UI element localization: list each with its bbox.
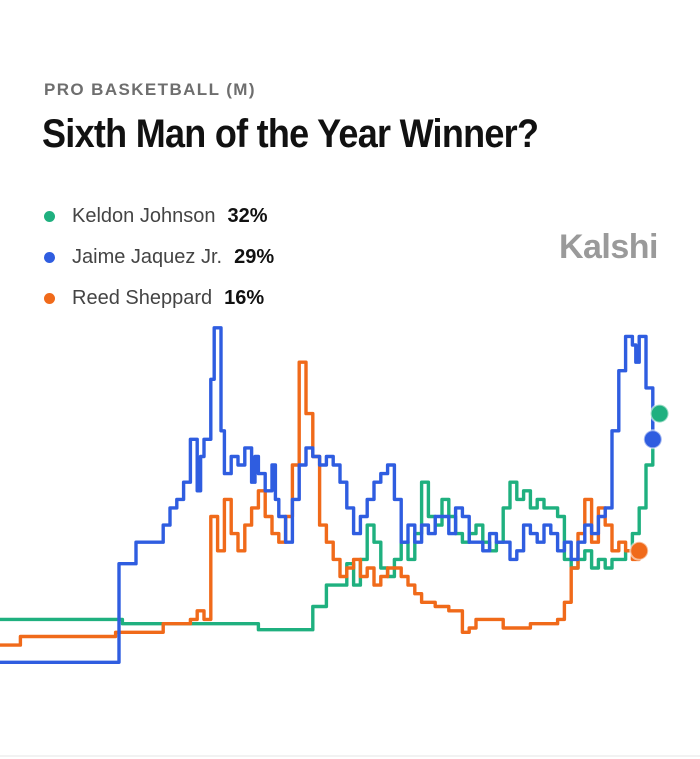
series-line-keldon-johnson bbox=[0, 411, 660, 632]
legend-dot-keldon-johnson bbox=[44, 211, 55, 222]
category-label: PRO BASKETBALL (M) bbox=[44, 80, 256, 99]
series-line-reed-sheppard bbox=[0, 360, 641, 647]
legend-dot-jaime-jaquez-jr bbox=[44, 252, 55, 263]
kalshi-logo: Kalshi bbox=[558, 228, 659, 266]
legend-name: Keldon Johnson bbox=[72, 205, 216, 227]
series-line-jaime-jaquez-jr bbox=[0, 326, 655, 664]
legend-item-jaime-jaquez-jr: Jaime Jaquez Jr. 29% bbox=[44, 237, 274, 278]
legend-item-keldon-johnson: Keldon Johnson 32% bbox=[44, 196, 274, 237]
end-marker-reed-sheppard bbox=[629, 540, 650, 561]
legend-item-reed-sheppard: Reed Sheppard 16% bbox=[44, 278, 274, 319]
end-marker-jaime-jaquez-jr bbox=[642, 429, 663, 450]
legend: Keldon Johnson 32% Jaime Jaquez Jr. 29% … bbox=[44, 196, 274, 319]
legend-value: 29% bbox=[234, 246, 275, 268]
legend-name: Jaime Jaquez Jr. bbox=[72, 246, 223, 268]
legend-dot-reed-sheppard bbox=[44, 293, 55, 304]
legend-name: Reed Sheppard bbox=[72, 287, 213, 309]
legend-value: 32% bbox=[227, 205, 268, 227]
legend-value: 16% bbox=[224, 287, 265, 309]
page-title: Sixth Man of the Year Winner? bbox=[42, 112, 539, 156]
end-marker-keldon-johnson bbox=[649, 403, 670, 424]
